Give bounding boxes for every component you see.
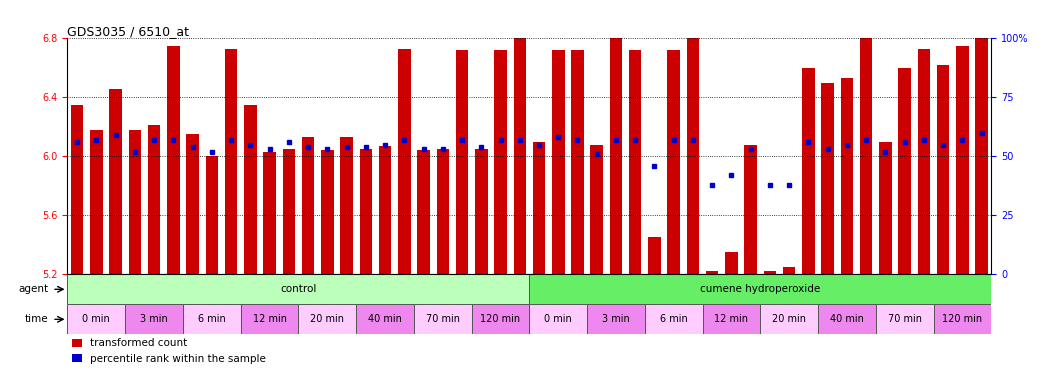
Bar (241, 304, 299, 334)
Bar (417, 151, 430, 274)
Text: 0 min: 0 min (82, 314, 110, 324)
Bar (147, 126, 160, 274)
Bar (475, 149, 488, 274)
Bar (359, 149, 372, 274)
Bar (437, 149, 449, 274)
Bar (764, 271, 776, 274)
Text: 120 min: 120 min (481, 314, 521, 324)
Text: 6 min: 6 min (660, 314, 687, 324)
Legend: transformed count, percentile rank within the sample: transformed count, percentile rank withi… (67, 334, 271, 368)
Text: 70 min: 70 min (887, 314, 922, 324)
Bar (859, 38, 873, 274)
Bar (379, 146, 391, 274)
Bar (126, 304, 183, 334)
Text: 3 min: 3 min (602, 314, 630, 324)
Bar (703, 304, 760, 334)
Bar (414, 304, 471, 334)
Bar (609, 31, 622, 274)
Bar (90, 130, 103, 274)
Text: 40 min: 40 min (368, 314, 402, 324)
Bar (514, 15, 526, 274)
Bar (109, 89, 121, 274)
Bar (629, 50, 641, 274)
Bar (183, 304, 241, 334)
Bar (456, 50, 468, 274)
Text: 6 min: 6 min (198, 314, 225, 324)
Bar (186, 134, 199, 274)
Bar (918, 49, 930, 274)
Bar (876, 304, 933, 334)
Bar (71, 105, 83, 274)
Bar (299, 304, 356, 334)
Bar (264, 152, 276, 274)
Text: 12 min: 12 min (714, 314, 748, 324)
Bar (648, 237, 661, 274)
Bar (645, 304, 703, 334)
Text: 12 min: 12 min (252, 314, 286, 324)
Bar (244, 105, 256, 274)
Text: 120 min: 120 min (943, 314, 983, 324)
Bar (588, 304, 645, 334)
Text: 20 min: 20 min (772, 314, 807, 324)
Bar (529, 274, 991, 304)
Bar (321, 151, 333, 274)
Text: 0 min: 0 min (544, 314, 572, 324)
Text: 20 min: 20 min (310, 314, 345, 324)
Bar (340, 137, 353, 274)
Bar (494, 50, 507, 274)
Bar (899, 68, 911, 274)
Text: 40 min: 40 min (830, 314, 864, 324)
Bar (783, 267, 795, 274)
Text: 3 min: 3 min (140, 314, 168, 324)
Bar (225, 49, 238, 274)
Text: control: control (280, 284, 317, 294)
Bar (667, 50, 680, 274)
Bar (67, 274, 529, 304)
Text: GDS3035 / 6510_at: GDS3035 / 6510_at (67, 25, 190, 38)
Text: 70 min: 70 min (426, 314, 460, 324)
Bar (818, 304, 876, 334)
Bar (726, 252, 738, 274)
Bar (706, 271, 718, 274)
Bar (356, 304, 414, 334)
Bar (821, 83, 834, 274)
Bar (802, 68, 815, 274)
Bar (302, 137, 315, 274)
Bar (571, 50, 583, 274)
Bar (937, 65, 950, 274)
Bar (591, 144, 603, 274)
Bar (282, 149, 295, 274)
Bar (67, 304, 126, 334)
Bar (744, 144, 757, 274)
Bar (529, 304, 588, 334)
Bar (532, 142, 545, 274)
Text: agent: agent (18, 284, 48, 294)
Bar (398, 49, 411, 274)
Bar (956, 46, 968, 274)
Bar (760, 304, 818, 334)
Bar (687, 38, 700, 274)
Bar (129, 130, 141, 274)
Bar (206, 156, 218, 274)
Bar (841, 78, 853, 274)
Bar (879, 142, 892, 274)
Bar (471, 304, 529, 334)
Bar (167, 46, 180, 274)
Bar (552, 50, 565, 274)
Bar (933, 304, 991, 334)
Text: time: time (25, 314, 48, 324)
Bar (976, 19, 988, 274)
Text: cumene hydroperoxide: cumene hydroperoxide (701, 284, 820, 294)
